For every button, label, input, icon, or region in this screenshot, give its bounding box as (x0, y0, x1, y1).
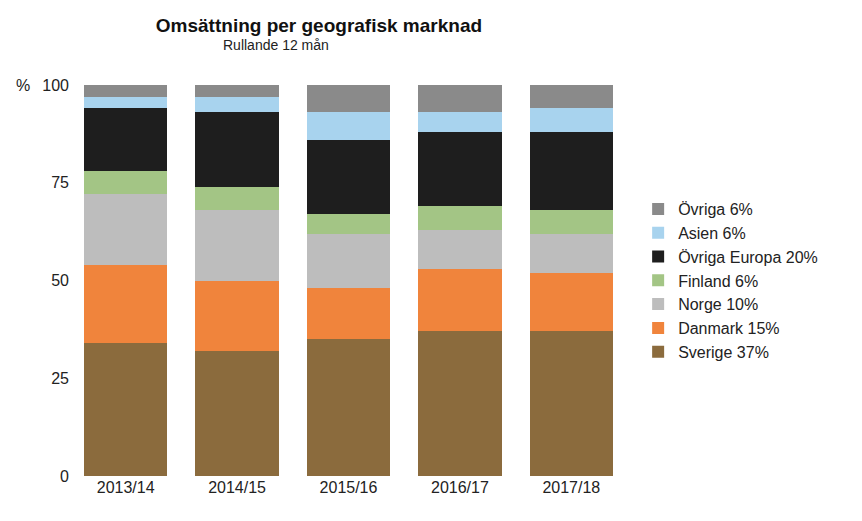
svg-text:2016/17: 2016/17 (431, 479, 489, 496)
svg-text:Övriga Europa 20%: Övriga Europa 20% (678, 249, 818, 266)
svg-text:Finland 6%: Finland 6% (678, 273, 758, 290)
svg-text:Omsättning per geografisk mark: Omsättning per geografisk marknad (156, 15, 482, 36)
svg-text:Övriga 6%: Övriga 6% (678, 201, 753, 218)
svg-text:2013/14: 2013/14 (97, 479, 155, 496)
svg-text:Sverige 37%: Sverige 37% (678, 344, 769, 361)
svg-text:Danmark 15%: Danmark 15% (678, 320, 779, 337)
svg-text:Norge 10%: Norge 10% (678, 296, 758, 313)
svg-text:75: 75 (51, 174, 69, 191)
svg-text:0: 0 (60, 468, 69, 485)
svg-text:25: 25 (51, 370, 69, 387)
svg-text:50: 50 (51, 272, 69, 289)
svg-text:100: 100 (42, 77, 69, 94)
svg-text:2017/18: 2017/18 (542, 479, 600, 496)
svg-text:2015/16: 2015/16 (320, 479, 378, 496)
svg-text:Asien 6%: Asien 6% (678, 225, 746, 242)
svg-text:2014/15: 2014/15 (208, 479, 266, 496)
svg-text:%: % (16, 77, 30, 94)
svg-text:Rullande 12 mån: Rullande 12 mån (223, 37, 329, 53)
